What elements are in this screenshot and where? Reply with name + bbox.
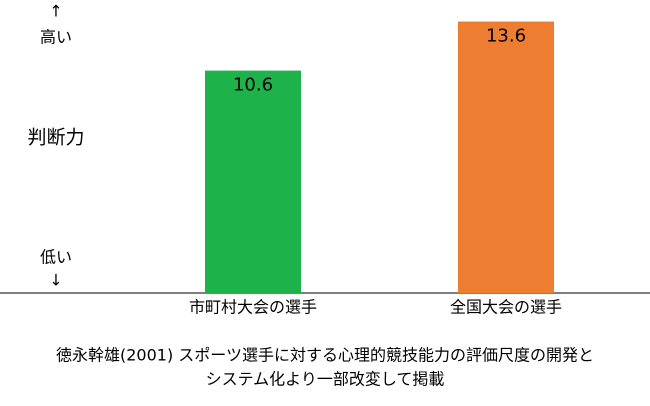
bar bbox=[205, 70, 301, 293]
y-bottom-label: 低い bbox=[40, 248, 72, 267]
data-label: 10.6 bbox=[233, 75, 273, 96]
y-top-arrow: ↑ bbox=[49, 2, 62, 21]
x-tick-label: 全国大会の選手 bbox=[450, 298, 562, 317]
y-axis-label: 判断力 bbox=[27, 127, 84, 149]
y-top-label: 高い bbox=[40, 28, 72, 47]
note-line: システム化より一部改変して掲載 bbox=[206, 370, 445, 389]
note-line: 徳永幹雄(2001) スポーツ選手に対する心理的競技能力の評価尺度の開発と bbox=[56, 346, 594, 365]
x-tick-label: 市町村大会の選手 bbox=[189, 298, 317, 317]
y-bottom-arrow: ↓ bbox=[49, 271, 62, 290]
data-label: 13.6 bbox=[486, 26, 526, 47]
bar bbox=[458, 21, 554, 294]
